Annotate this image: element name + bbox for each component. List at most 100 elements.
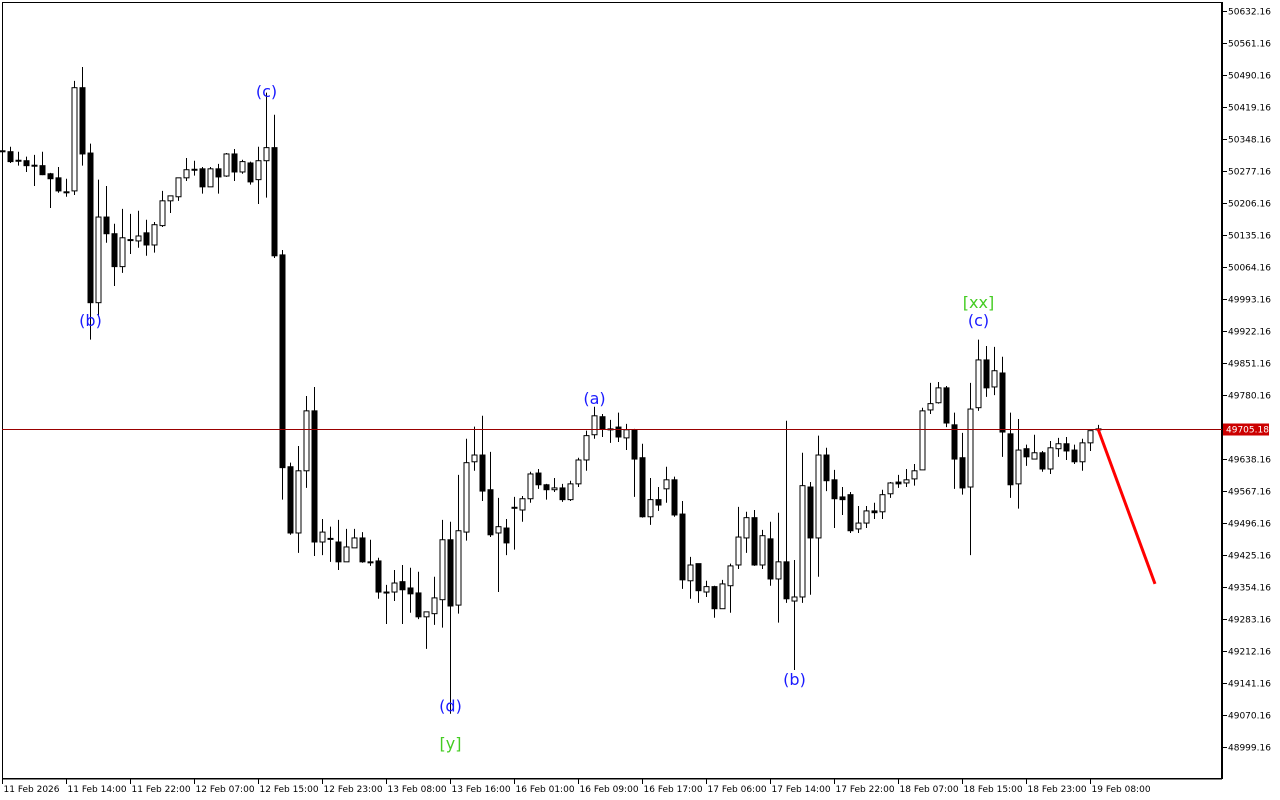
y-tick-label: 50561.16 [1228, 40, 1271, 50]
candle [279, 249, 286, 500]
bull-candle-body [183, 169, 190, 179]
bear-candle-body [359, 537, 366, 563]
candle [135, 210, 142, 248]
bear-candle-body [55, 177, 62, 192]
bull-candle-body [775, 561, 782, 580]
candle [935, 382, 942, 404]
bull-candle-body [855, 522, 862, 530]
candle [887, 482, 894, 498]
bull-candle-body [1079, 442, 1086, 463]
bear-candle-body [231, 153, 238, 173]
bear-candle-body [671, 479, 678, 516]
bear-candle-body [87, 152, 94, 304]
candle [487, 451, 494, 538]
bear-candle-body [959, 457, 966, 489]
bear-candle-body [447, 539, 454, 607]
bull-candle-body [967, 408, 974, 488]
candle [927, 382, 934, 415]
candle [807, 482, 814, 595]
candle [599, 414, 606, 437]
bear-candle-body [679, 513, 686, 581]
candle [0, 149, 6, 153]
bull-candle-body [743, 517, 750, 539]
y-tick-label: 49638.16 [1228, 456, 1271, 466]
bear-candle-body [615, 426, 622, 438]
candle [695, 563, 702, 603]
candle [111, 223, 118, 287]
bull-candle-body [975, 359, 982, 409]
candle [983, 345, 990, 397]
bull-candle-body [815, 454, 822, 539]
candle [687, 556, 694, 599]
candle [31, 154, 38, 186]
wave-label: (c) [968, 311, 989, 330]
bull-candle-body [575, 459, 582, 485]
bear-candle-body [279, 254, 286, 469]
candle [15, 151, 22, 166]
candle [1063, 436, 1070, 460]
candle [543, 483, 550, 500]
y-tick-label: 50419.16 [1228, 104, 1271, 114]
candle [95, 179, 102, 317]
candle [495, 497, 502, 593]
bear-candle-body [951, 424, 958, 460]
candle [711, 585, 718, 618]
candle [447, 521, 454, 714]
bear-candle-body [839, 496, 846, 501]
y-tick-label: 49141.16 [1228, 680, 1271, 690]
y-tick-label: 50135.16 [1228, 232, 1271, 242]
candle [327, 526, 334, 562]
bear-candle-body [0, 150, 6, 153]
candle [895, 474, 902, 488]
bear-candle-body [487, 489, 494, 536]
bear-candle-body [503, 527, 510, 544]
candle [751, 510, 758, 566]
bear-candle-body [327, 537, 334, 540]
y-tick-label: 50277.16 [1228, 168, 1271, 178]
candle [1055, 437, 1062, 457]
bull-candle-body [511, 506, 518, 509]
candle [655, 487, 662, 511]
x-tick-label: 18 Feb 23:00 [1028, 785, 1087, 795]
bull-candle-body [927, 403, 934, 411]
candle [647, 478, 654, 525]
candle [55, 167, 62, 193]
bull-candle-body [527, 473, 534, 500]
bull-candle-body [735, 536, 742, 566]
y-tick-label: 49851.16 [1228, 360, 1271, 370]
bear-candle-body [783, 561, 790, 600]
bear-candle-body [871, 510, 878, 514]
candle [463, 438, 470, 541]
bull-candle-body [391, 582, 398, 593]
x-tick-label: 11 Feb 2026 [4, 785, 60, 795]
bear-candle-body [415, 592, 422, 618]
candle [671, 476, 678, 517]
y-tick-label: 49993.16 [1228, 296, 1271, 306]
candle [639, 443, 646, 518]
bear-candle-body [895, 481, 902, 485]
candle [263, 92, 270, 198]
candle [959, 432, 966, 495]
candle [735, 506, 742, 570]
bear-candle-body [751, 517, 758, 566]
bear-candle-body [655, 499, 662, 506]
candle [575, 457, 582, 488]
y-tick-label: 49070.16 [1228, 712, 1271, 722]
candle [975, 339, 982, 411]
bear-candle-body [711, 586, 718, 610]
bear-candle-body [7, 151, 14, 163]
bull-candle-body [167, 195, 174, 202]
bear-candle-body [271, 147, 278, 257]
candle [63, 178, 70, 197]
candle [391, 569, 398, 602]
bull-candle-body [439, 539, 446, 601]
bear-candle-body [23, 160, 30, 167]
candle [367, 539, 374, 566]
candle [351, 528, 358, 549]
candle [431, 576, 438, 625]
candle [311, 386, 318, 556]
y-tick-label: 50632.16 [1228, 8, 1271, 18]
bear-candle-body [1063, 443, 1070, 452]
y-tick-label: 48999.16 [1228, 744, 1271, 754]
y-tick-label: 50206.16 [1228, 200, 1271, 210]
